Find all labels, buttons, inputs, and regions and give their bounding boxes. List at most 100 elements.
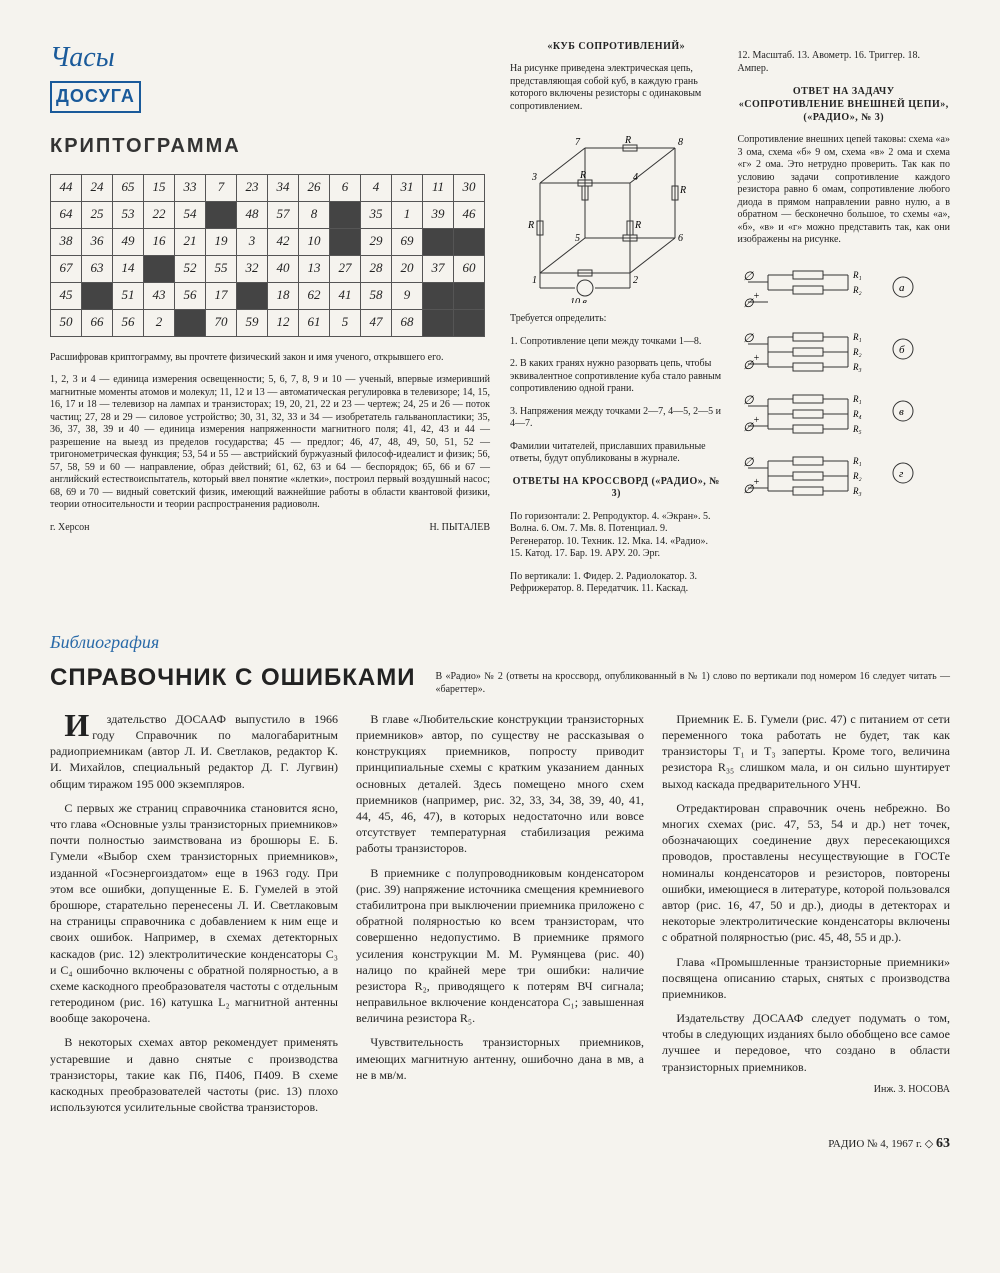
cube-note: Фамилии читателей, приславших правильные… xyxy=(510,441,723,466)
svg-text:2: 2 xyxy=(633,275,638,286)
crypto-cell: 20 xyxy=(392,255,423,282)
article-p5: В приемнике с полупроводниковым конденса… xyxy=(356,865,644,1027)
crypto-cell: 34 xyxy=(268,174,299,201)
article-p10: Издательству ДОСААФ следует подумать о т… xyxy=(662,1010,950,1075)
crypto-cell: 36 xyxy=(82,228,113,255)
crypto-cell: 40 xyxy=(268,255,299,282)
crypto-cell: 41 xyxy=(330,282,361,309)
article-p9: Глава «Промышленные транзисторные приемн… xyxy=(662,954,950,1003)
svg-text:∅: ∅ xyxy=(743,331,754,345)
article-p8: Отредактирован справочник очень небрежно… xyxy=(662,800,950,946)
cryptogram-intro: Расшифровав криптограмму, вы прочтете фи… xyxy=(50,352,490,365)
article-p4: В главе «Любительские конструкции транзи… xyxy=(356,711,644,857)
crypto-cell: 56 xyxy=(113,309,144,336)
cube-intro: На рисунке приведена электрическая цепь,… xyxy=(510,63,723,113)
crypto-cell: 33 xyxy=(175,174,206,201)
author-city: г. Херсон xyxy=(50,522,89,535)
crypto-cell: 39 xyxy=(423,201,454,228)
svg-text:R₃: R₃ xyxy=(852,486,862,496)
crypto-cell xyxy=(206,201,237,228)
crypto-cell: 14 xyxy=(113,255,144,282)
crypto-cell: 42 xyxy=(268,228,299,255)
crypto-cell xyxy=(423,282,454,309)
cube-title: «КУБ СОПРОТИВЛЕНИЙ» xyxy=(510,40,723,53)
article-p7: Приемник Е. Б. Гумели (рис. 47) с питани… xyxy=(662,711,950,792)
crypto-cell: 24 xyxy=(82,174,113,201)
crypto-cell: 13 xyxy=(299,255,330,282)
correction-note: В «Радио» № 2 (ответы на кроссворд, опуб… xyxy=(435,670,950,696)
crypto-cell: 50 xyxy=(51,309,82,336)
article-p2: С первых же страниц справочника становит… xyxy=(50,800,338,1027)
crypto-cell xyxy=(454,228,485,255)
svg-text:+: + xyxy=(753,353,760,364)
crypto-cell: 37 xyxy=(423,255,454,282)
svg-text:6: 6 xyxy=(678,233,683,244)
crypto-cell: 60 xyxy=(454,255,485,282)
crypto-cell: 17 xyxy=(206,282,237,309)
crypto-cell: 7 xyxy=(206,174,237,201)
crypto-cell: 65 xyxy=(113,174,144,201)
crypto-cell: 62 xyxy=(299,282,330,309)
crypto-cell: 21 xyxy=(175,228,206,255)
crypto-cell: 32 xyxy=(237,255,268,282)
crypto-cell xyxy=(175,309,206,336)
answer-head-3: («РАДИО», № 3) xyxy=(738,111,951,124)
page-number: 63 xyxy=(936,1136,950,1151)
crypto-cell: 45 xyxy=(51,282,82,309)
svg-text:7: 7 xyxy=(575,137,581,148)
svg-text:+: + xyxy=(753,291,760,302)
crypto-cell xyxy=(82,282,113,309)
crypto-cell: 26 xyxy=(299,174,330,201)
crypto-cell: 8 xyxy=(299,201,330,228)
cube-diagram: RRRRR1234567810 в xyxy=(510,123,710,303)
bibliography-head: Библиография xyxy=(50,631,950,654)
answer-head-1: ОТВЕТ НА ЗАДАЧУ xyxy=(738,85,951,98)
page-footer: РАДИО № 4, 1967 г. ◇ 63 xyxy=(50,1135,950,1153)
crypto-cell: 48 xyxy=(237,201,268,228)
cube-task-2: 2. В каких гранях нужно разорвать цепь, … xyxy=(510,358,723,396)
crypto-cell: 57 xyxy=(268,201,299,228)
svg-text:10 в: 10 в xyxy=(570,297,588,303)
svg-text:б: б xyxy=(899,344,905,356)
crossword-vert: По вертикали: 1. Фидер. 2. Радиолокатор.… xyxy=(510,571,723,596)
svg-text:R₁: R₁ xyxy=(852,394,862,404)
crypto-cell: 35 xyxy=(361,201,392,228)
logo-script: Часы xyxy=(50,42,115,73)
cube-tasks-head: Требуется определить: xyxy=(510,313,723,326)
crypto-cell: 68 xyxy=(392,309,423,336)
svg-text:R: R xyxy=(624,135,631,146)
crypto-cell: 6 xyxy=(330,174,361,201)
crypto-cell: 67 xyxy=(51,255,82,282)
crypto-cell: 46 xyxy=(454,201,485,228)
circuit-schemes: ∅∅+R₁R₂а∅∅+R₁R₂R₃б∅∅+R₁R₄R₅в∅∅+R₁R₂R₃г xyxy=(738,257,938,507)
author-name: Н. ПЫТАЛЕВ xyxy=(429,522,490,535)
crypto-cell: 29 xyxy=(361,228,392,255)
svg-text:∅: ∅ xyxy=(743,269,754,283)
svg-text:R₂: R₂ xyxy=(852,347,862,357)
crypto-cell: 70 xyxy=(206,309,237,336)
crypto-cell: 43 xyxy=(144,282,175,309)
crypto-cell: 54 xyxy=(175,201,206,228)
svg-text:R₁: R₁ xyxy=(852,270,862,280)
crypto-cell: 44 xyxy=(51,174,82,201)
article-p3: В некоторых схемах автор рекомендует при… xyxy=(50,1034,338,1115)
logo-box: ДОСУГА xyxy=(50,81,141,112)
crypto-cell: 64 xyxy=(51,201,82,228)
crypto-cell: 5 xyxy=(330,309,361,336)
svg-text:R₄: R₄ xyxy=(852,409,862,419)
crypto-cell: 4 xyxy=(361,174,392,201)
crypto-cell: 12 xyxy=(268,309,299,336)
crypto-cell: 63 xyxy=(82,255,113,282)
svg-text:в: в xyxy=(899,406,904,418)
svg-text:+: + xyxy=(753,477,760,488)
crypto-cell: 15 xyxy=(144,174,175,201)
crypto-cell: 27 xyxy=(330,255,361,282)
article-signature: Инж. З. НОСОВА xyxy=(662,1083,950,1097)
crypto-cell: 55 xyxy=(206,255,237,282)
svg-text:5: 5 xyxy=(575,233,580,244)
crypto-cell: 30 xyxy=(454,174,485,201)
crypto-cell: 16 xyxy=(144,228,175,255)
crypto-cell xyxy=(423,309,454,336)
svg-text:R: R xyxy=(527,220,534,231)
svg-text:R₁: R₁ xyxy=(852,456,862,466)
